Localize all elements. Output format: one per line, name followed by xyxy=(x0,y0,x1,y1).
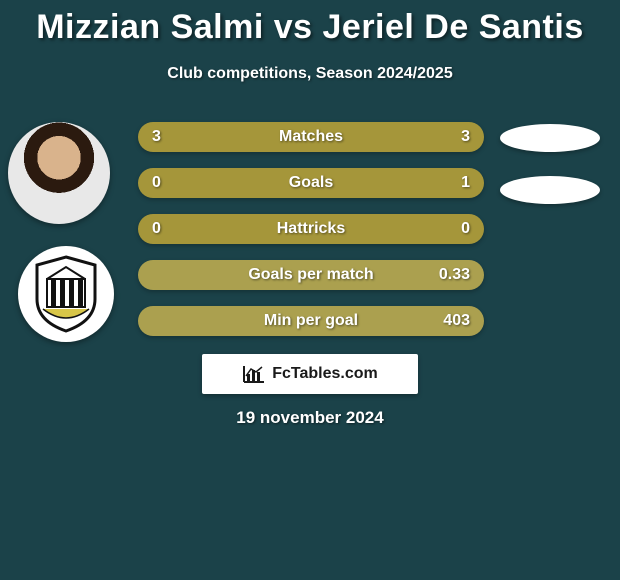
stat-label: Matches xyxy=(198,128,424,146)
stats-container: 3Matches30Goals10Hattricks0Goals per mat… xyxy=(138,122,484,352)
stat-value-left: 3 xyxy=(152,128,198,146)
branding-badge: FcTables.com xyxy=(202,354,418,394)
club-crest xyxy=(18,246,114,342)
branding-text: FcTables.com xyxy=(272,365,378,383)
stat-label: Min per goal xyxy=(198,312,424,330)
page-title: Mizzian Salmi vs Jeriel De Santis xyxy=(0,0,620,47)
ellipse-2 xyxy=(500,176,600,204)
stat-label: Goals xyxy=(198,174,424,192)
stat-row: 0Hattricks0 xyxy=(138,214,484,244)
stat-row: 3Matches3 xyxy=(138,122,484,152)
stat-value-left: 0 xyxy=(152,220,198,238)
date-text: 19 november 2024 xyxy=(0,408,620,428)
stat-value-right: 403 xyxy=(424,312,470,330)
page-subtitle: Club competitions, Season 2024/2025 xyxy=(0,65,620,83)
stat-value-right: 1 xyxy=(424,174,470,192)
stat-row: Goals per match0.33 xyxy=(138,260,484,290)
right-ellipse-group xyxy=(500,124,600,228)
avatar-column xyxy=(8,122,118,364)
stat-value-left: 0 xyxy=(152,174,198,192)
stat-row: Min per goal403 xyxy=(138,306,484,336)
bar-chart-icon xyxy=(242,364,266,384)
player-avatar xyxy=(8,122,110,224)
ellipse-1 xyxy=(500,124,600,152)
stat-label: Goals per match xyxy=(198,266,424,284)
stat-label: Hattricks xyxy=(198,220,424,238)
stat-row: 0Goals1 xyxy=(138,168,484,198)
stat-value-right: 3 xyxy=(424,128,470,146)
stat-value-right: 0 xyxy=(424,220,470,238)
stat-value-right: 0.33 xyxy=(424,266,470,284)
